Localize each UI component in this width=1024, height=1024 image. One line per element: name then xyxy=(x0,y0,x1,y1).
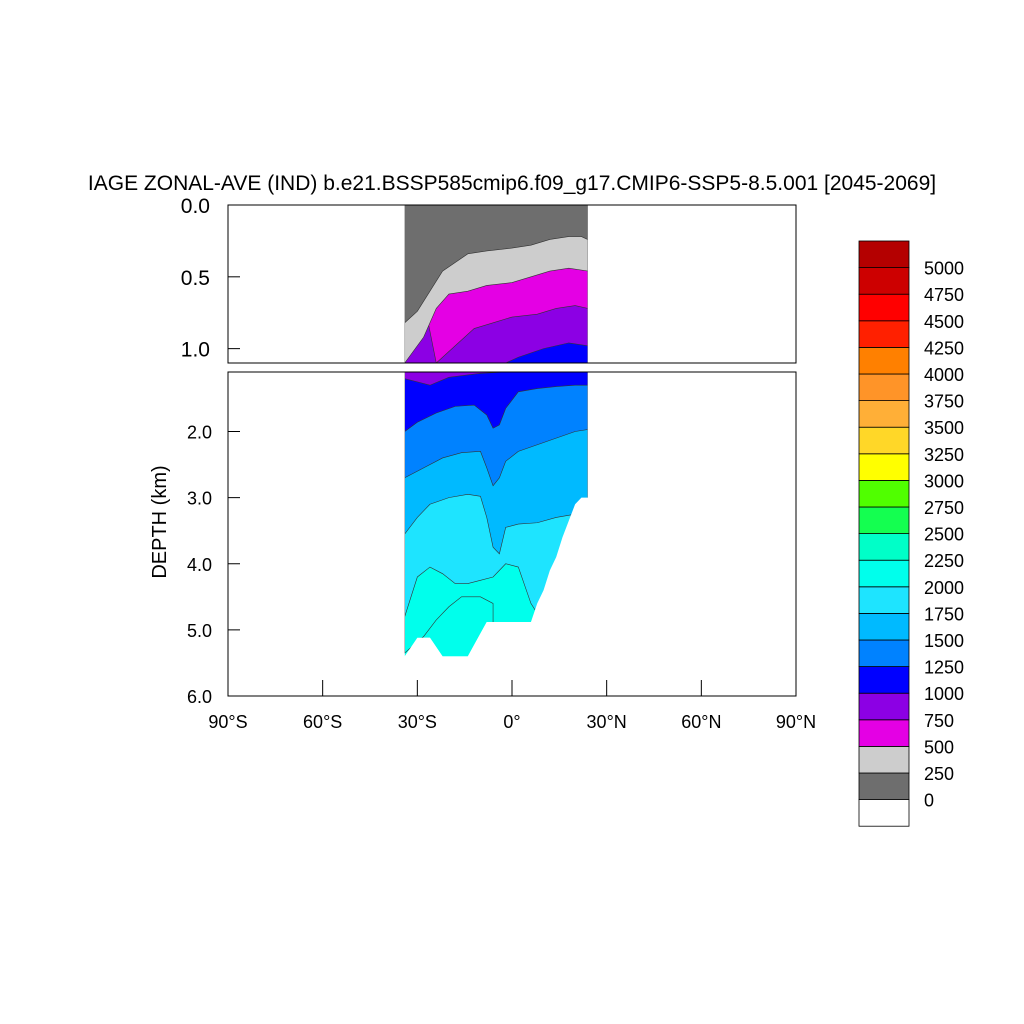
upper-y-tick-label: 1.0 xyxy=(181,339,210,362)
lower-y-tick-label: 5.0 xyxy=(187,621,212,641)
colorbar-swatch xyxy=(858,320,910,348)
colorbar-swatch xyxy=(858,719,910,747)
colorbar-swatch xyxy=(858,293,910,322)
upper-panel-fill xyxy=(228,205,796,363)
colorbar-label: 4500 xyxy=(924,312,964,332)
colorbar-swatch xyxy=(858,559,910,588)
chart-title: IAGE ZONAL-AVE (IND) b.e21.BSSP585cmip6.… xyxy=(88,172,936,195)
colorbar-swatch xyxy=(858,346,910,375)
lower-y-tick-label: 2.0 xyxy=(187,423,212,443)
upper-y-ticks: 0.0 0.5 1.0 xyxy=(181,195,240,362)
x-tick-label: 90°S xyxy=(208,712,247,732)
x-tick-label: 30°N xyxy=(587,712,627,732)
colorbar-swatch xyxy=(858,506,910,535)
x-tick-label: 30°S xyxy=(398,712,437,732)
colorbar-label: 3750 xyxy=(924,392,964,412)
colorbar-label: 3500 xyxy=(924,418,964,438)
colorbar-label: 500 xyxy=(924,737,954,757)
colorbar-swatch xyxy=(858,586,910,614)
colorbar-swatch xyxy=(858,772,910,801)
colorbar-label: 1750 xyxy=(924,604,964,624)
x-tick-label: 0° xyxy=(503,712,520,732)
colorbar-label: 0 xyxy=(924,791,934,811)
lower-y-tick-label: 4.0 xyxy=(187,555,212,575)
colorbar-label: 750 xyxy=(924,711,954,731)
colorbar-swatch xyxy=(858,639,910,668)
upper-panel-frame xyxy=(227,204,797,364)
y-axis-label: DEPTH (km) xyxy=(149,465,171,578)
lower-y-tick-label: 3.0 xyxy=(187,489,212,509)
colorbar-label: 5000 xyxy=(924,259,964,279)
colorbar-label: 2750 xyxy=(924,498,964,518)
land-mask xyxy=(587,205,796,363)
upper-panel: 0.0 0.5 1.0 xyxy=(181,195,797,364)
x-tick-label: 60°S xyxy=(303,712,342,732)
colorbar-label: 3000 xyxy=(924,471,964,491)
lower-y-ticks: 2.0 3.0 4.0 5.0 6.0 xyxy=(187,423,240,707)
colorbar-swatch xyxy=(858,400,910,428)
colorbar-label: 2500 xyxy=(924,525,964,545)
colorbar-label: 4000 xyxy=(924,365,964,385)
land-mask xyxy=(404,372,796,696)
colorbar-swatch xyxy=(858,533,910,561)
x-tick-label: 90°N xyxy=(776,712,816,732)
colorbar-label: 2000 xyxy=(924,578,964,598)
colorbar-swatch xyxy=(858,267,910,295)
colorbar-label: 4750 xyxy=(924,285,964,305)
colorbar-swatch xyxy=(858,240,910,269)
x-tick-label: 60°N xyxy=(681,712,721,732)
lower-panel: 2.03.04.05.06.0 90°S 60°S 30°S 0° 30°N 60°N 90… xyxy=(187,371,816,732)
x-axis-ticks: 90°S 60°S 30°S 0° 30°N 60°N 90°N xyxy=(208,680,816,732)
upper-y-tick-label: 0.0 xyxy=(181,195,210,218)
upper-y-tick-label: 0.5 xyxy=(181,267,210,290)
lower-panel-fill xyxy=(228,372,796,696)
colorbar-label: 3250 xyxy=(924,445,964,465)
colorbar-swatch xyxy=(858,479,910,508)
lower-y-tick-label: 6.0 xyxy=(187,687,212,707)
colorbar-swatch xyxy=(858,373,910,402)
contour-fill-1000 xyxy=(404,372,588,386)
colorbar-label: 1250 xyxy=(924,658,964,678)
colorbar-swatch xyxy=(858,453,910,481)
colorbar-swatch xyxy=(858,613,910,641)
colorbar-swatch xyxy=(858,799,910,827)
colorbar-label: 4250 xyxy=(924,338,964,358)
colorbar-label: 2250 xyxy=(924,551,964,571)
colorbar-label: 1500 xyxy=(924,631,964,651)
contour-fill-250 xyxy=(404,205,589,324)
colorbar-label: 250 xyxy=(924,764,954,784)
colorbar-swatch xyxy=(858,426,910,455)
colorbar-swatch xyxy=(858,692,910,721)
colorbar-swatch xyxy=(858,746,910,774)
land-mask-west xyxy=(228,372,405,696)
contour-fill-1250 xyxy=(404,372,589,433)
land-mask-west xyxy=(228,205,405,363)
colorbar-label: 1000 xyxy=(924,684,964,704)
colorbar-swatch xyxy=(858,666,910,694)
colorbar: 0 250 500 750 1000 1250 1500 1750 2000 2250 2500 27… xyxy=(858,240,964,827)
